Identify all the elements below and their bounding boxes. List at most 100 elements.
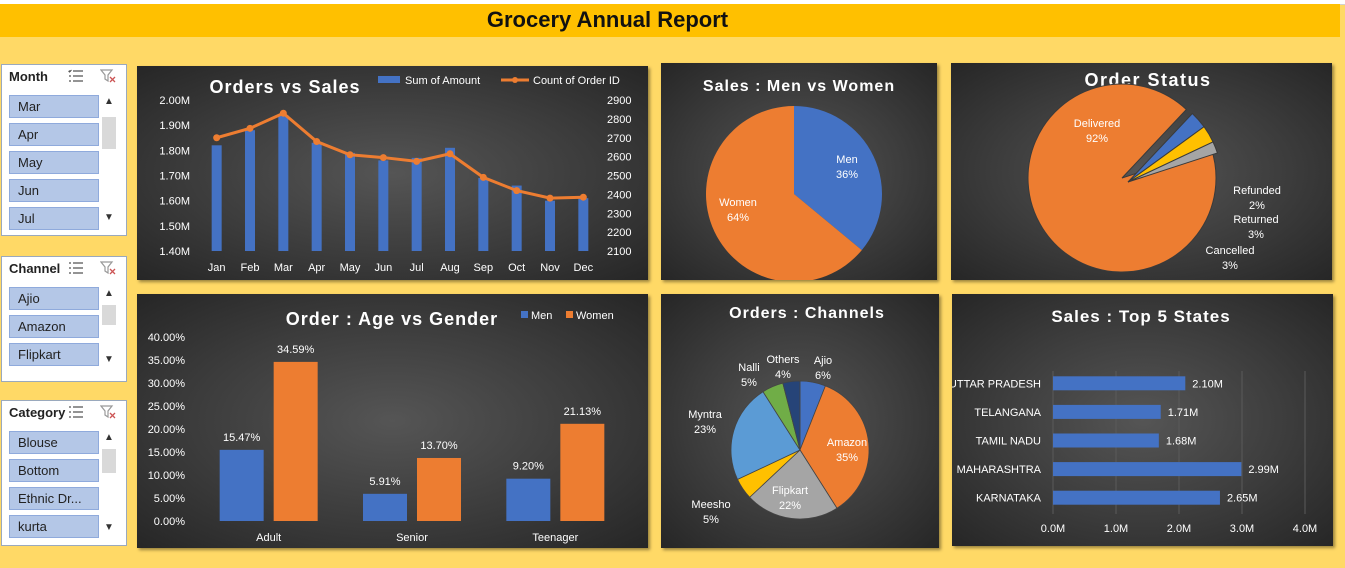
line-point — [346, 151, 354, 159]
scroll-up-icon[interactable]: ▲ — [104, 432, 114, 443]
slice-label: Returned — [1233, 214, 1278, 226]
slice-label: Nalli — [738, 362, 759, 374]
sales-men-women-chart[interactable]: Sales : Men vs Women Men 36% Women 64% — [661, 63, 937, 280]
category-slicer[interactable]: Category Blouse Bottom Ethnic Dr... kurt… — [1, 400, 127, 546]
x-tick-label: Feb — [241, 262, 260, 274]
bar — [311, 142, 322, 251]
scroll-down-icon[interactable]: ▼ — [104, 354, 114, 365]
bar — [273, 361, 318, 521]
age-vs-gender-svg: Order : Age vs Gender Men Women 40.00% 35.00… — [148, 309, 614, 544]
slicer-item[interactable]: Apr — [9, 123, 99, 146]
slicer-item[interactable]: kurta — [9, 515, 99, 538]
pie-slice — [1127, 141, 1219, 183]
data-label: 9.20% — [513, 461, 544, 473]
slice-value: 2% — [1249, 200, 1265, 212]
line-point — [379, 154, 387, 162]
orders-vs-sales-chart[interactable]: Orders vs Sales Sum of Amount Count of Ord… — [137, 66, 648, 280]
y-tick-label: 20.00% — [148, 424, 186, 436]
bar — [411, 157, 422, 251]
scroll-thumb[interactable] — [102, 117, 116, 149]
bar — [511, 185, 522, 251]
slicer-item[interactable]: Bottom — [9, 459, 99, 482]
data-label: 34.59% — [277, 344, 315, 356]
line-point — [446, 150, 454, 158]
line-point — [279, 109, 287, 117]
y-tick-label: 1.70M — [159, 171, 190, 183]
legend-label: Count of Order ID — [533, 75, 620, 87]
scroll-down-icon[interactable]: ▼ — [104, 212, 114, 223]
slicer-scrollbar[interactable]: ▲ ▼ — [100, 287, 118, 367]
report-title: Grocery Annual Report — [486, 7, 729, 32]
clear-filter-icon[interactable] — [100, 261, 116, 275]
slicer-item[interactable]: May — [9, 151, 99, 174]
scroll-up-icon[interactable]: ▲ — [104, 96, 114, 107]
clear-filter-icon[interactable] — [100, 69, 116, 83]
bar — [211, 145, 222, 251]
scroll-thumb[interactable] — [102, 305, 116, 325]
slice-value: 3% — [1248, 229, 1264, 241]
pie-slice — [1027, 83, 1217, 273]
orders-channels-chart[interactable]: Orders : Channels Ajio 6% Amazon 35% Flipkart… — [661, 294, 939, 548]
slice-value: 36% — [836, 169, 858, 181]
multi-select-icon[interactable] — [68, 405, 84, 419]
slicer-item[interactable]: Blouse — [9, 431, 99, 454]
y2-tick-label: 2200 — [607, 227, 631, 239]
slice-value: 23% — [694, 424, 716, 436]
age-vs-gender-chart[interactable]: Order : Age vs Gender Men Women 40.00% 35.00… — [137, 294, 648, 548]
order-status-chart[interactable]: Order Status Delivered 92% Cancelled 3% Retur… — [951, 63, 1332, 280]
multi-select-icon[interactable] — [68, 69, 84, 83]
data-label: 15.47% — [223, 432, 261, 444]
y2-tick-label: 2300 — [607, 208, 631, 220]
channel-slicer[interactable]: Channel Ajio Amazon Flipkart ▲ ▼ — [1, 256, 127, 382]
y-tick-label: 5.00% — [154, 493, 185, 505]
slicer-item[interactable]: Ajio — [9, 287, 99, 310]
slicer-item[interactable]: Mar — [9, 95, 99, 118]
y-tick-label: 1.50M — [159, 221, 190, 233]
legend-swatch — [566, 311, 573, 318]
month-slicer[interactable]: Month Mar Apr May Jun Jul ▲ ▼ — [1, 64, 127, 236]
pie-slice — [782, 380, 801, 451]
bar — [1053, 404, 1161, 419]
slicer-item[interactable]: Flipkart — [9, 343, 99, 366]
y2-tick-label: 2100 — [607, 246, 631, 258]
slice-value: 64% — [727, 212, 749, 224]
y-tick-label: UTTAR PRADESH — [952, 378, 1041, 390]
slice-value: 3% — [1222, 260, 1238, 272]
x-tick-label: May — [340, 262, 361, 274]
slicer-item[interactable]: Amazon — [9, 315, 99, 338]
slicer-title: Month — [9, 69, 48, 84]
bar — [378, 160, 389, 251]
y-tick-label: 30.00% — [148, 378, 186, 390]
y2-tick-label: 2700 — [607, 133, 631, 145]
multi-select-icon[interactable] — [68, 261, 84, 275]
slice-label: Delivered — [1074, 118, 1120, 130]
slicer-item[interactable]: Jul — [9, 207, 99, 230]
slicer-item[interactable]: Jun — [9, 179, 99, 202]
slicer-header: Month — [2, 65, 126, 87]
y-tick-label: KARNATAKA — [976, 493, 1042, 505]
line-point — [246, 124, 254, 132]
bar — [363, 493, 407, 521]
legend-swatch — [378, 76, 400, 83]
slice-value: 6% — [815, 370, 831, 382]
scroll-up-icon[interactable]: ▲ — [104, 288, 114, 299]
clear-filter-icon[interactable] — [100, 405, 116, 419]
x-tick-label: 1.0M — [1104, 523, 1128, 535]
slicer-item[interactable]: Ethnic Dr... — [9, 487, 99, 510]
bar — [1053, 490, 1220, 505]
x-tick-label: Nov — [540, 262, 560, 274]
slicer-scrollbar[interactable]: ▲ ▼ — [100, 95, 118, 225]
x-tick-label: Sep — [474, 262, 494, 274]
scroll-down-icon[interactable]: ▼ — [104, 522, 114, 533]
line-point — [513, 187, 521, 195]
y-tick-label: 2.00M — [159, 95, 190, 107]
slicer-scrollbar[interactable]: ▲ ▼ — [100, 431, 118, 535]
top-states-chart[interactable]: Sales : Top 5 States 0.0M 1.0M 2.0M 3.0M 4.0M… — [952, 294, 1333, 546]
chart-title: Orders : Channels — [729, 305, 885, 322]
data-label: 2.99M — [1248, 464, 1279, 476]
order-status-svg: Order StatusDelivered92%Cancelled3%Retur… — [1027, 70, 1281, 273]
scroll-thumb[interactable] — [102, 449, 116, 473]
y-tick-label: 10.00% — [148, 470, 186, 482]
slice-value: 5% — [741, 377, 757, 389]
orders-vs-sales-svg: Orders vs Sales Sum of Amount Count of Ord… — [159, 75, 631, 274]
